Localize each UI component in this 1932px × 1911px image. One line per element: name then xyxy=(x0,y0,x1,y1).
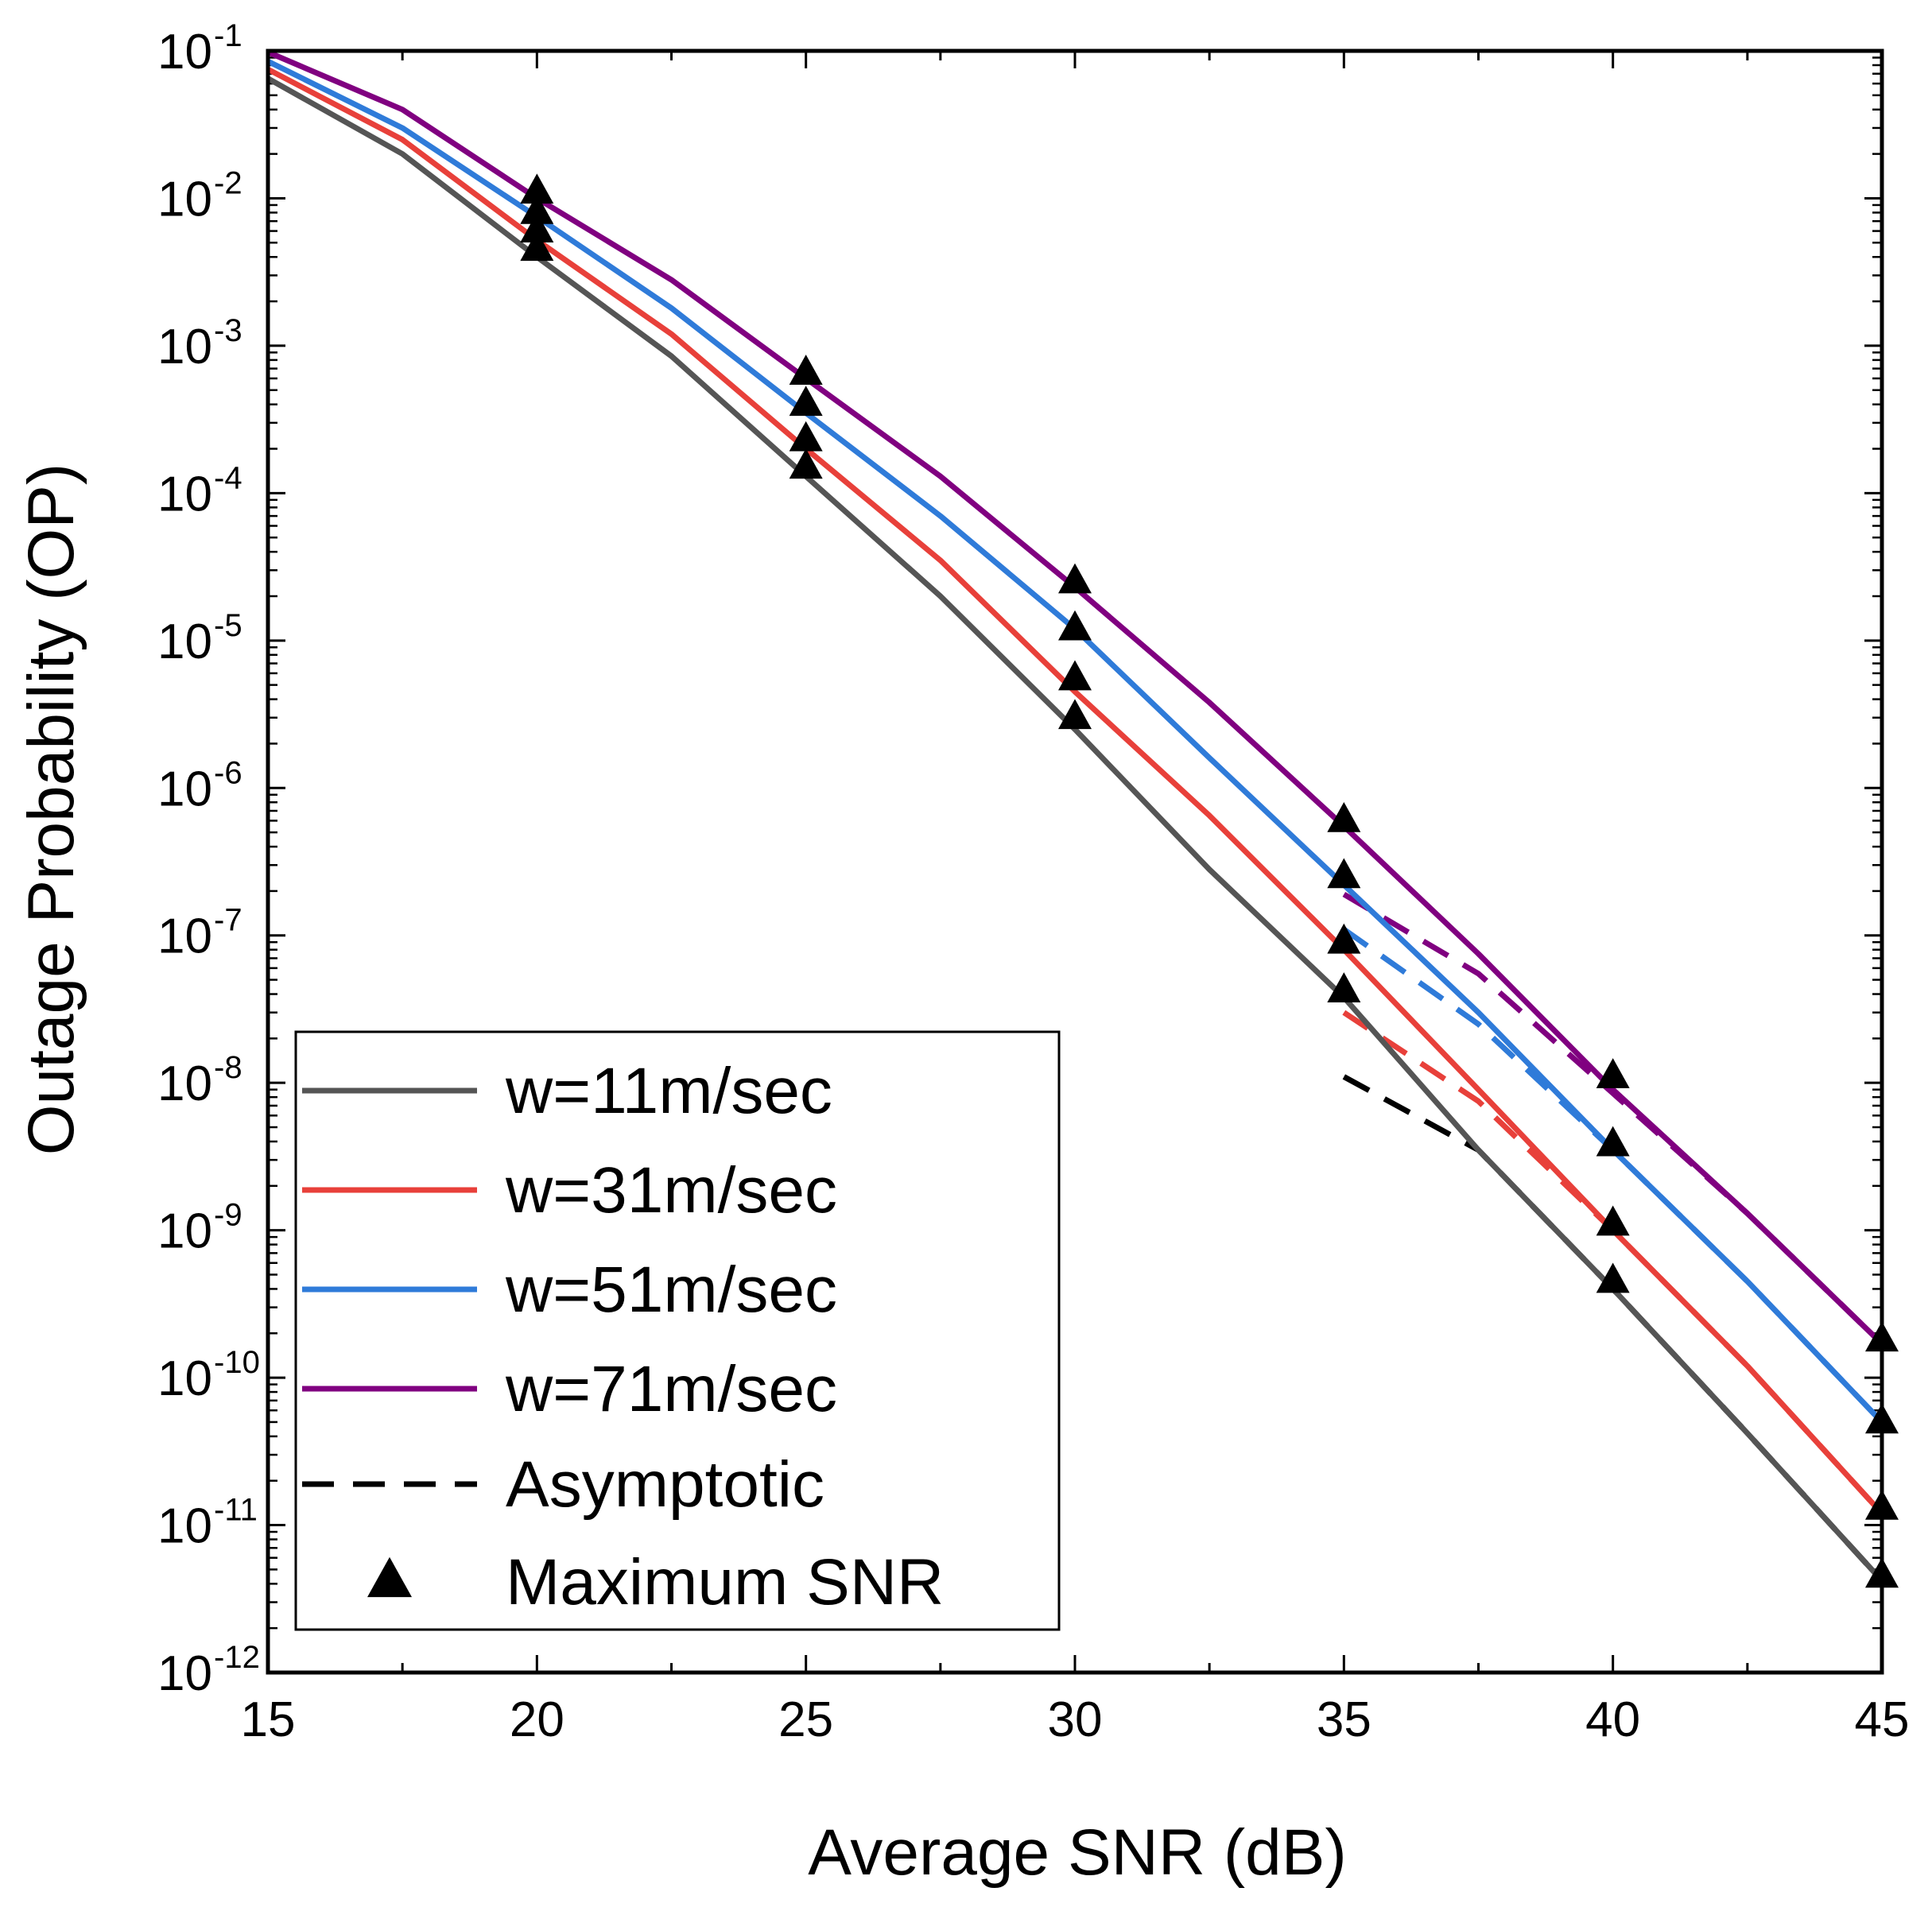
y-tick-label: 10 xyxy=(157,762,212,816)
maximum-snr-marker xyxy=(1058,563,1092,594)
maximum-snr-marker xyxy=(1058,699,1092,730)
maximum-snr-marker xyxy=(1596,1205,1630,1236)
maximum-snr-marker xyxy=(1058,660,1092,691)
x-tick-label: 40 xyxy=(1585,1692,1640,1747)
y-tick-label: 10 xyxy=(157,172,212,227)
maximum-snr-marker xyxy=(1327,972,1361,1002)
x-axis-title: Average SNR (dB) xyxy=(808,1816,1347,1889)
maximum-snr-marker xyxy=(1327,923,1361,954)
maximum-snr-marker xyxy=(789,386,823,417)
y-tick-label: 10 xyxy=(157,1646,212,1701)
maximum-snr-marker xyxy=(520,173,554,204)
maximum-snr-marker xyxy=(1327,858,1361,889)
asymptotic-line xyxy=(1342,927,1884,1425)
maximum-snr-marker xyxy=(1327,801,1361,832)
y-tick-label: 10 xyxy=(157,909,212,964)
y-tick-exponent: -8 xyxy=(214,1050,242,1085)
y-tick-exponent: -3 xyxy=(214,313,242,348)
maximum-snr-marker xyxy=(520,193,554,224)
maximum-snr-marker xyxy=(1596,1262,1630,1293)
legend-box xyxy=(294,1030,1061,1631)
legend-label: w=11m/sec xyxy=(505,1055,832,1127)
legend-label: w=71m/sec xyxy=(505,1353,837,1425)
x-tick-label: 20 xyxy=(510,1692,564,1747)
legend: w=11m/sec w=31m/sec w=51m/sec w=71m/sec Asym… xyxy=(294,1030,1061,1631)
legend-label: w=31m/sec xyxy=(505,1154,837,1227)
y-tick-exponent: -7 xyxy=(214,903,242,938)
plot-border xyxy=(266,48,1884,1675)
legend-marker-triangle xyxy=(367,1556,412,1598)
maximum-snr-marker xyxy=(789,355,823,385)
maximum-snr-marker xyxy=(1058,610,1092,641)
maximum-snr-marker xyxy=(520,231,554,262)
x-tick-label: 35 xyxy=(1317,1692,1371,1747)
x-tick-label: 30 xyxy=(1048,1692,1103,1747)
maximum-snr-marker xyxy=(789,448,823,479)
y-tick-label: 10 xyxy=(157,1204,212,1259)
y-tick-exponent: -1 xyxy=(214,18,242,53)
y-tick-exponent: -10 xyxy=(214,1345,260,1380)
maximum-snr-marker xyxy=(520,212,554,242)
x-tick-label: 15 xyxy=(241,1692,296,1747)
y-tick-label: 10 xyxy=(157,25,212,79)
maximum-snr-marker xyxy=(1596,1126,1630,1157)
y-tick-exponent: -5 xyxy=(214,608,242,643)
x-tick-label: 25 xyxy=(778,1692,833,1747)
y-tick-exponent: -11 xyxy=(214,1493,258,1528)
y-tick-label: 10 xyxy=(157,320,212,374)
maximum-snr-marker xyxy=(1596,1058,1630,1088)
legend-label: w=51m/sec xyxy=(505,1254,837,1326)
maximum-snr-markers xyxy=(520,173,1899,1588)
y-tick-exponent: -9 xyxy=(214,1198,242,1233)
y-tick-exponent: -12 xyxy=(214,1640,260,1675)
y-tick-label: 10 xyxy=(157,1499,212,1554)
y-axis-title: Outage Probability (OP) xyxy=(15,463,87,1156)
x-tick-label: 45 xyxy=(1855,1692,1910,1747)
y-tick-label: 10 xyxy=(157,1056,212,1111)
y-tick-exponent: -4 xyxy=(214,460,242,495)
y-tick-exponent: -2 xyxy=(214,165,242,200)
y-tick-label: 10 xyxy=(157,614,212,669)
plot-frame xyxy=(266,48,1884,1675)
y-tick-label: 10 xyxy=(157,467,212,521)
y-tick-exponent: -6 xyxy=(214,755,242,790)
y-tick-label: 10 xyxy=(157,1351,212,1406)
maximum-snr-marker xyxy=(789,421,823,452)
legend-label-asymptotic: Asymptotic xyxy=(506,1448,824,1521)
legend-label-maximum-snr: Maximum SNR xyxy=(506,1546,944,1618)
